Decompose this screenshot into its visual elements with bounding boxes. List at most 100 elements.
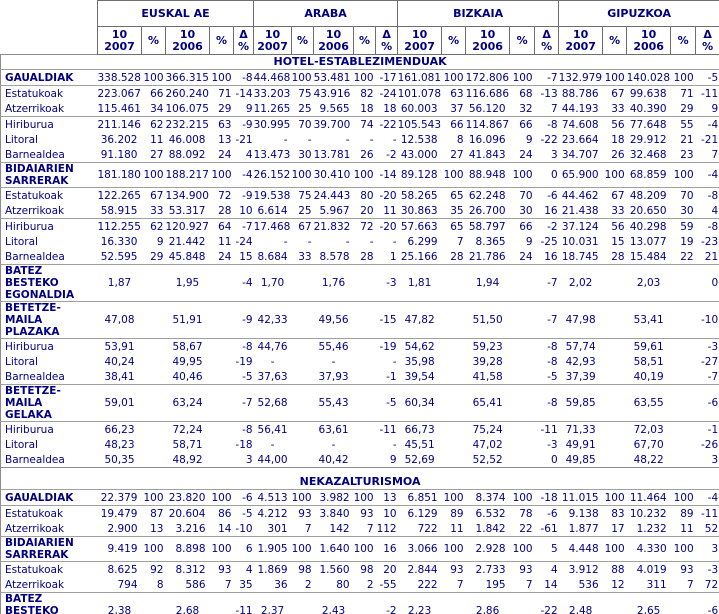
row-label: GAUALDIAK	[5, 71, 74, 84]
data-cell	[603, 369, 627, 385]
data-cell: 98	[353, 561, 376, 577]
data-cell: 15.484	[629, 250, 667, 263]
data-cell: 13.473	[253, 148, 291, 161]
data-cell: -10	[695, 301, 719, 339]
data-cell: -61	[540, 522, 558, 535]
data-cell: 44,76	[253, 338, 292, 354]
data-cell: 22	[519, 522, 533, 535]
section: NEKAZALTURISMOA GAUALDIAK 22.379 100 23.820 1…	[0, 467, 719, 614]
data-cell: 1,95	[165, 264, 210, 302]
data-cell: 17	[611, 522, 625, 535]
data-cell: -7	[233, 218, 254, 234]
table-row: Estatukoak 223.067 66 260.240 71 -14 33.203 75 4…	[0, 85, 719, 101]
row-label: Barnealdea	[5, 453, 65, 466]
data-cell: 36.202	[100, 133, 138, 146]
data-cell: 30	[298, 148, 312, 161]
data-cell: 60,34	[397, 384, 442, 422]
data-cell: -	[283, 133, 288, 146]
data-cell: 40.390	[629, 102, 667, 115]
table-row: Litoral 48,23 58,71 -18- - -45,51 47,02 -3 49,91…	[1, 437, 719, 452]
data-cell: 100	[141, 162, 166, 188]
col-header-delta: Δ %	[534, 26, 560, 55]
data-cell: -5	[242, 370, 253, 383]
data-cell: 100	[509, 162, 535, 188]
data-cell: -	[331, 355, 336, 368]
section: HOTEL-ESTABLEZIMENDUAK GAUALDIAK 338.528 10…	[0, 54, 719, 468]
data-cell: -17	[379, 71, 397, 84]
data-cell: 24	[519, 148, 533, 161]
corner-cell	[0, 26, 98, 55]
data-cell: 83	[602, 505, 627, 521]
data-cell: 9	[525, 133, 533, 146]
data-cell	[510, 354, 535, 369]
data-cell	[210, 437, 234, 452]
data-cell: 13	[383, 491, 397, 504]
data-cell: 112	[376, 522, 397, 535]
data-cell: 3.216	[175, 522, 206, 535]
row-label: Litoral	[5, 438, 38, 451]
data-cell: 1.842	[475, 522, 506, 535]
data-cell: 77.648	[626, 116, 671, 132]
data-cell: 21.438	[561, 204, 599, 217]
data-cell: 59,23	[465, 338, 510, 354]
data-cell: -18	[235, 438, 253, 451]
data-cell: -	[270, 355, 275, 368]
data-cell: 98	[291, 561, 314, 577]
data-cell	[292, 354, 314, 369]
data-cell: 106.075	[165, 102, 209, 115]
row-label: Hiriburua	[0, 338, 98, 354]
data-cell: 7	[550, 102, 558, 115]
data-cell	[141, 301, 166, 339]
data-cell: 65.900	[558, 162, 603, 188]
data-cell: 63,24	[165, 384, 210, 422]
row-label: Hiriburua	[0, 421, 98, 437]
data-cell: -11	[534, 421, 559, 437]
region-header-bizkaia: BIZKAIA	[397, 0, 560, 27]
data-cell: 32.468	[629, 148, 667, 161]
data-cell: 57.663	[397, 218, 442, 234]
data-cell: -3	[695, 338, 719, 354]
data-cell: -	[369, 235, 374, 248]
data-cell	[209, 264, 234, 302]
data-cell: 4.212	[253, 505, 292, 521]
data-cell: 100	[602, 536, 627, 562]
data-cell: 1.560	[313, 561, 354, 577]
data-cell: 3.982	[319, 491, 350, 504]
data-cell: -2	[375, 592, 398, 614]
data-cell: 114.867	[465, 116, 510, 132]
row-label: GAUALDIAK	[5, 491, 74, 504]
data-cell: 89.128	[397, 162, 442, 188]
data-cell: 8.312	[165, 561, 210, 577]
data-cell: 2,68	[165, 592, 210, 614]
section-title-row: NEKAZALTURISMOA	[0, 467, 719, 490]
data-cell: 52,52	[472, 453, 503, 466]
data-cell: 13	[218, 133, 232, 146]
data-cell: 18.745	[561, 250, 599, 263]
data-cell: 39.700	[313, 116, 354, 132]
data-cell: 67,70	[633, 438, 664, 451]
data-cell: 29.912	[629, 133, 667, 146]
col-header-2007: 10 2007	[253, 26, 293, 55]
data-cell: 26	[611, 148, 625, 161]
data-cell: 37	[450, 102, 464, 115]
table-row: BIDAIARIEN SARRERAK 181.180 100 188.217 100-…	[0, 162, 719, 188]
data-cell: 100	[141, 536, 166, 562]
data-cell: 27	[450, 148, 464, 161]
data-cell: 100	[209, 536, 234, 562]
table-row: Atzerrikoak 58.915 33 53.317 28 10 6.614 25 5.96…	[1, 203, 719, 219]
data-cell	[442, 354, 466, 369]
data-cell	[141, 338, 166, 354]
data-cell: 100	[670, 536, 696, 562]
data-cell: 100	[602, 162, 627, 188]
table-row: Atzerrikoak 794 8 586 7 35 36 2 80 2 -55 222 7 195 7 14…	[1, 577, 719, 593]
data-cell: -8	[534, 338, 559, 354]
data-cell: 18	[383, 102, 397, 115]
data-cell	[671, 369, 696, 385]
table-row: GAUALDIAK 22.379 100 23.820 100 -6 4.513 100 3.9…	[1, 490, 719, 506]
data-cell: 46.008	[168, 133, 206, 146]
data-cell	[602, 264, 627, 302]
data-cell: 74.608	[558, 116, 603, 132]
data-cell: 39,54	[404, 370, 435, 383]
data-cell: 35	[450, 204, 464, 217]
data-cell: 35	[239, 578, 253, 591]
